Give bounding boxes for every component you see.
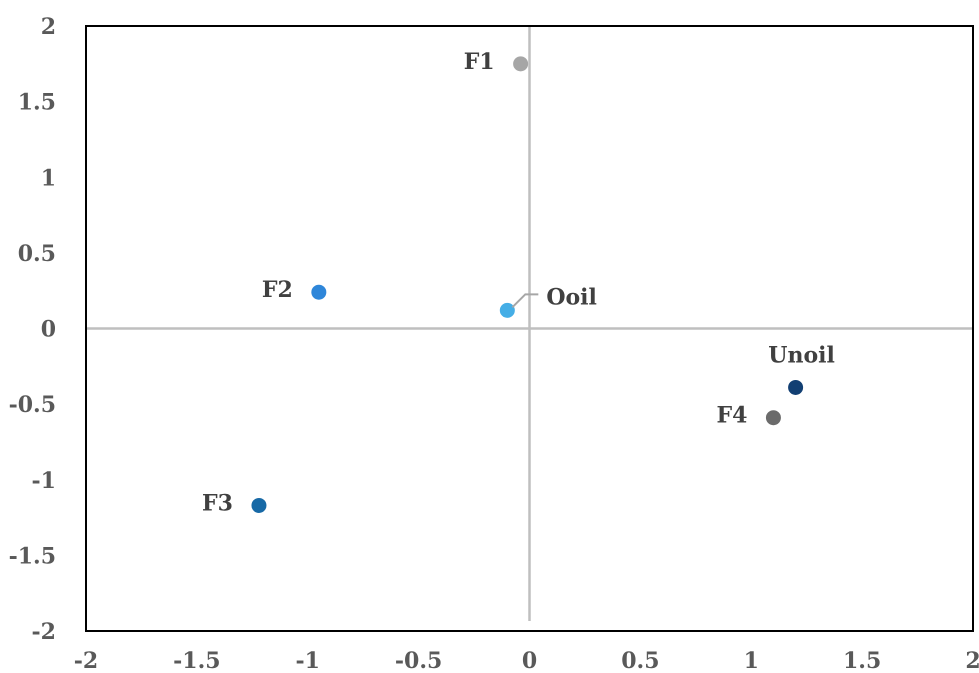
data-point-unoil: [788, 379, 804, 395]
x-tick-label: 1.5: [843, 648, 881, 673]
x-tick-label: -2: [74, 648, 98, 673]
y-tick-label: 1: [41, 165, 56, 191]
y-tick-label: -2: [32, 619, 56, 645]
x-tick-label: -1: [296, 648, 320, 673]
y-tick-label: 0: [41, 317, 56, 343]
y-tick-label: 0.5: [18, 241, 56, 267]
data-label-f4: F4: [716, 403, 747, 429]
data-label-unoil: Unoil: [768, 342, 835, 368]
data-point-f2: [311, 284, 327, 300]
data-point-f3: [251, 497, 267, 513]
y-tick-label: 1.5: [18, 90, 56, 116]
data-labels: F1 F2 Ooil F3 Unoil F4: [202, 49, 835, 517]
leader-line: [511, 293, 539, 309]
data-point-f4: [765, 410, 781, 426]
y-tick-label: 2: [41, 14, 56, 40]
x-tick-label: 0.5: [621, 648, 659, 673]
data-label-f1: F1: [464, 49, 495, 75]
x-tick-label: 2: [965, 648, 979, 673]
data-points: [251, 56, 804, 513]
data-label-ooil: Ooil: [546, 284, 597, 310]
data-label-f3: F3: [202, 490, 233, 516]
zero-lines: [86, 26, 973, 621]
plot-frame: [85, 25, 974, 632]
y-tick-label: -0.5: [9, 392, 56, 418]
data-point-ooil: [499, 302, 515, 318]
y-axis-tick-labels: -2 -1.5 -1 -0.5 0 0.5 1 1.5 2: [9, 14, 56, 645]
y-tick-label: -1: [32, 468, 56, 494]
data-label-f2: F2: [262, 277, 293, 303]
y-tick-label: -1.5: [9, 543, 56, 569]
x-axis-tick-labels: -2 -1.5 -1 -0.5 0 0.5 1 1.5 2: [74, 648, 979, 673]
x-tick-label: 1: [744, 648, 759, 673]
x-tick-label: -1.5: [173, 648, 220, 673]
x-tick-label: 0: [522, 648, 537, 673]
data-point-f1: [513, 56, 529, 72]
x-tick-label: -0.5: [395, 648, 442, 673]
